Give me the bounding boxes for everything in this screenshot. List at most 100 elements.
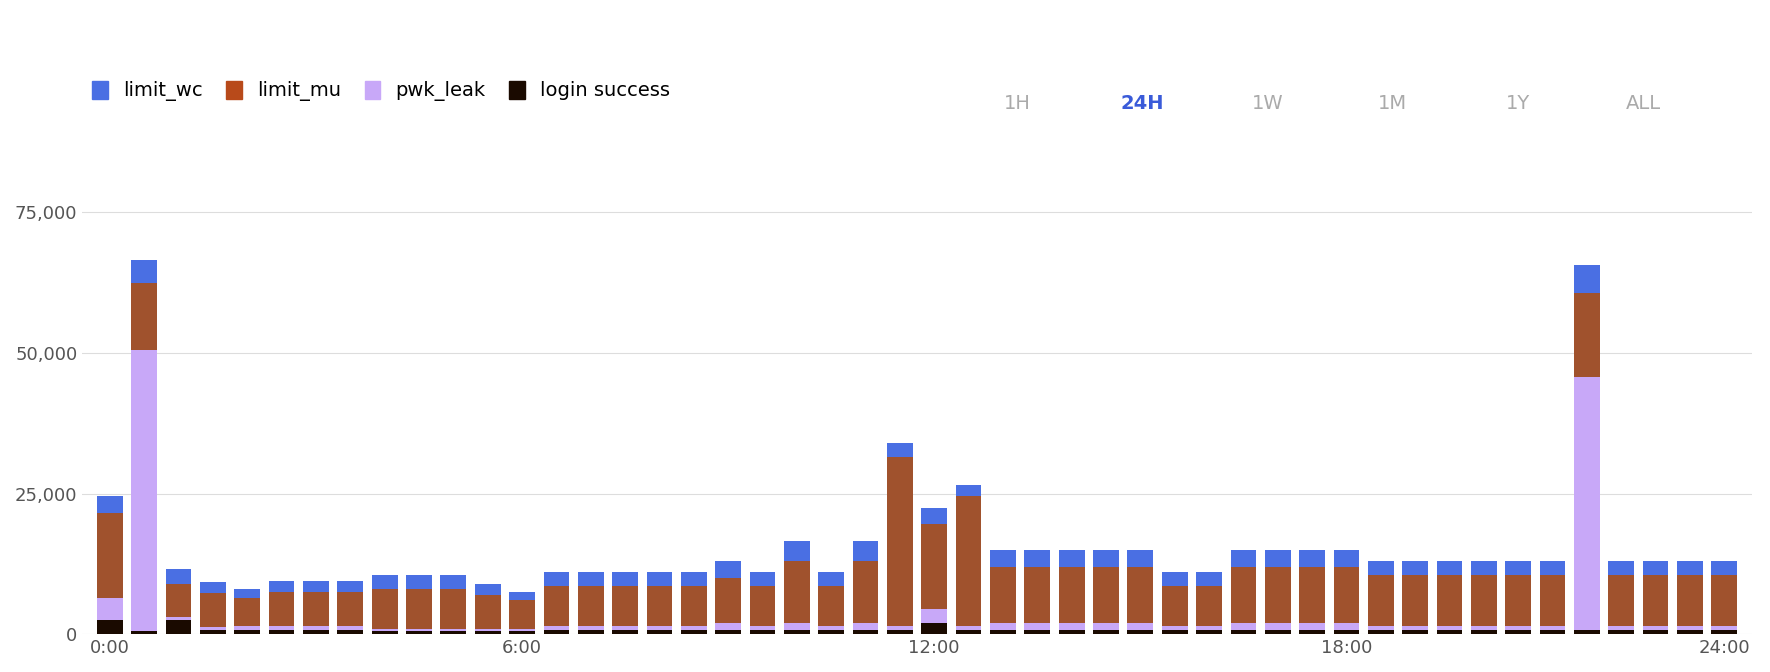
Bar — [818, 587, 844, 626]
Bar — [1712, 561, 1736, 575]
Bar — [405, 631, 432, 634]
Bar — [1025, 550, 1050, 566]
Text: 1Y: 1Y — [1506, 94, 1531, 113]
Bar — [577, 587, 604, 626]
Bar — [1094, 550, 1119, 566]
Text: ALL: ALL — [1625, 94, 1660, 113]
Bar — [1574, 265, 1600, 293]
Bar — [1368, 630, 1393, 634]
Bar — [234, 626, 260, 630]
Bar — [1197, 630, 1221, 634]
Bar — [1266, 566, 1290, 623]
Bar — [510, 600, 535, 628]
Bar — [303, 592, 329, 626]
Bar — [577, 573, 604, 587]
Bar — [1230, 566, 1257, 623]
Bar — [681, 626, 706, 630]
Bar — [956, 630, 982, 634]
Bar — [1676, 630, 1703, 634]
Bar — [1299, 630, 1326, 634]
Bar — [1504, 561, 1531, 575]
Bar — [1058, 550, 1085, 566]
Bar — [1712, 630, 1736, 634]
Bar — [1127, 550, 1154, 566]
Bar — [166, 620, 191, 634]
Bar — [1333, 566, 1359, 623]
Bar — [818, 630, 844, 634]
Bar — [750, 587, 775, 626]
Bar — [818, 626, 844, 630]
Bar — [372, 575, 398, 589]
Bar — [1574, 293, 1600, 377]
Bar — [303, 581, 329, 592]
Bar — [612, 630, 637, 634]
Bar — [131, 350, 158, 631]
Bar — [234, 589, 260, 597]
Bar — [1437, 630, 1462, 634]
Bar — [853, 542, 878, 561]
Bar — [1643, 575, 1669, 626]
Bar — [474, 631, 501, 634]
Text: 24H: 24H — [1120, 94, 1165, 113]
Bar — [338, 581, 363, 592]
Bar — [269, 626, 294, 630]
Bar — [303, 626, 329, 630]
Bar — [646, 573, 673, 587]
Bar — [372, 589, 398, 628]
Bar — [646, 587, 673, 626]
Bar — [1712, 626, 1736, 630]
Bar — [1299, 623, 1326, 630]
Bar — [715, 578, 742, 623]
Bar — [922, 524, 947, 609]
Bar — [269, 630, 294, 634]
Bar — [1161, 630, 1188, 634]
Bar — [922, 609, 947, 623]
Text: 1W: 1W — [1251, 94, 1283, 113]
Bar — [1643, 630, 1669, 634]
Bar — [543, 626, 570, 630]
Bar — [1266, 630, 1290, 634]
Bar — [200, 627, 227, 630]
Bar — [577, 626, 604, 630]
Bar — [1504, 630, 1531, 634]
Bar — [646, 626, 673, 630]
Bar — [1402, 575, 1428, 626]
Bar — [372, 631, 398, 634]
Text: 1M: 1M — [1379, 94, 1407, 113]
Bar — [1676, 626, 1703, 630]
Bar — [1197, 587, 1221, 626]
Bar — [784, 561, 809, 623]
Bar — [784, 630, 809, 634]
Bar — [234, 630, 260, 634]
Bar — [1402, 561, 1428, 575]
Bar — [612, 626, 637, 630]
Bar — [1058, 566, 1085, 623]
Bar — [166, 618, 191, 620]
Bar — [97, 597, 122, 620]
Bar — [989, 550, 1016, 566]
Bar — [887, 626, 913, 630]
Bar — [1333, 623, 1359, 630]
Bar — [1402, 626, 1428, 630]
Bar — [338, 626, 363, 630]
Bar — [1471, 626, 1497, 630]
Bar — [1230, 550, 1257, 566]
Bar — [750, 626, 775, 630]
Bar — [989, 566, 1016, 623]
Bar — [474, 628, 501, 631]
Bar — [441, 589, 466, 628]
Bar — [1127, 630, 1154, 634]
Bar — [1609, 561, 1634, 575]
Bar — [1161, 573, 1188, 587]
Bar — [166, 583, 191, 618]
Bar — [1094, 630, 1119, 634]
Bar — [269, 581, 294, 592]
Bar — [922, 507, 947, 524]
Bar — [234, 597, 260, 626]
Bar — [853, 630, 878, 634]
Bar — [474, 583, 501, 595]
Bar — [1333, 630, 1359, 634]
Bar — [131, 282, 158, 350]
Bar — [1540, 626, 1565, 630]
Bar — [1368, 626, 1393, 630]
